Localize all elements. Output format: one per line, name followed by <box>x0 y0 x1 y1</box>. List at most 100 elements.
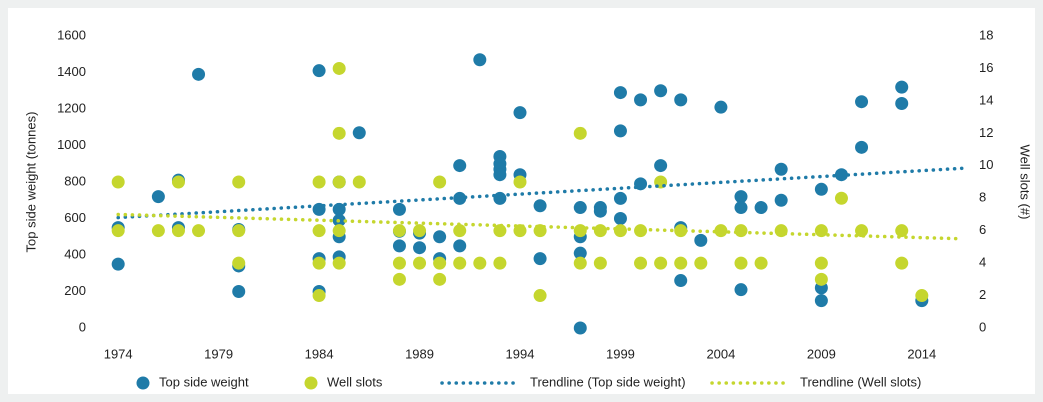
point <box>433 175 447 189</box>
point <box>694 256 708 270</box>
point <box>573 321 587 335</box>
y-tick-label: 1200 <box>57 100 86 115</box>
point <box>332 175 346 189</box>
point <box>192 67 206 81</box>
point <box>674 224 688 238</box>
point <box>493 168 507 182</box>
point <box>453 256 467 270</box>
point <box>613 86 627 100</box>
point <box>895 97 909 111</box>
point <box>814 224 828 238</box>
point <box>352 126 366 140</box>
point <box>312 256 326 270</box>
point <box>895 256 909 270</box>
x-tick-label: 1994 <box>506 346 535 361</box>
point <box>573 126 587 140</box>
point <box>513 175 527 189</box>
point <box>232 285 246 298</box>
trendline <box>116 212 964 241</box>
point <box>634 224 648 238</box>
point <box>814 256 828 270</box>
point <box>392 202 406 216</box>
point <box>734 224 748 238</box>
point <box>513 106 527 120</box>
point <box>533 199 547 213</box>
point <box>734 283 748 297</box>
legend-label: Top side weight <box>159 374 249 389</box>
point <box>734 190 748 204</box>
y2-tick-label: 0 <box>979 319 986 334</box>
point <box>332 256 346 270</box>
point <box>895 80 909 94</box>
point <box>232 256 246 270</box>
legend-swatch <box>304 376 318 390</box>
y-tick-label: 1000 <box>57 137 86 152</box>
point <box>694 233 708 247</box>
x-tick-label: 1999 <box>606 346 635 361</box>
point <box>573 246 587 260</box>
point <box>332 126 346 140</box>
point <box>232 224 246 238</box>
point <box>453 224 467 238</box>
point <box>151 190 165 204</box>
point <box>593 204 607 218</box>
point <box>312 289 326 303</box>
point <box>533 289 547 303</box>
x-tick-label: 2009 <box>807 346 836 361</box>
point <box>593 224 607 238</box>
point <box>855 95 869 109</box>
x-tick-label: 1989 <box>405 346 434 361</box>
point <box>573 224 587 238</box>
point <box>312 175 326 189</box>
point <box>674 256 688 270</box>
point <box>192 224 206 238</box>
point <box>855 224 869 238</box>
x-tick-label: 1979 <box>204 346 233 361</box>
point <box>413 256 427 270</box>
point <box>593 256 607 270</box>
y2-tick-label: 18 <box>979 27 993 42</box>
point <box>473 256 487 270</box>
point <box>814 272 828 286</box>
point <box>332 224 346 238</box>
plot-background <box>8 8 1035 394</box>
point <box>834 191 848 205</box>
point <box>493 224 507 238</box>
point <box>654 84 668 98</box>
point <box>433 256 447 270</box>
point <box>232 175 246 189</box>
x-tick-label: 2014 <box>907 346 936 361</box>
point <box>493 191 507 205</box>
point <box>392 272 406 286</box>
point <box>433 230 447 244</box>
point <box>111 175 125 189</box>
y-tick-label: 400 <box>64 246 86 261</box>
point <box>111 257 125 271</box>
y2-tick-label: 8 <box>979 190 986 205</box>
point <box>392 239 406 253</box>
y2-axis-title: Well slots (#) <box>1018 145 1033 220</box>
point <box>654 159 668 173</box>
legend-label: Trendline (Well slots) <box>800 374 921 389</box>
point <box>634 256 648 270</box>
point <box>413 241 427 255</box>
point <box>734 256 748 270</box>
point <box>392 224 406 238</box>
point <box>171 175 185 189</box>
point <box>634 93 648 107</box>
y2-tick-label: 14 <box>979 92 993 107</box>
legend-label: Trendline (Top side weight) <box>530 374 686 389</box>
point <box>613 224 627 238</box>
point <box>111 224 125 238</box>
point <box>473 53 487 67</box>
point <box>151 224 165 238</box>
x-tick-label: 1974 <box>104 346 133 361</box>
point <box>493 256 507 270</box>
point <box>674 93 688 107</box>
point <box>533 252 547 266</box>
x-tick-label: 2004 <box>706 346 735 361</box>
point <box>814 182 828 196</box>
point <box>895 224 909 238</box>
point <box>674 274 688 288</box>
